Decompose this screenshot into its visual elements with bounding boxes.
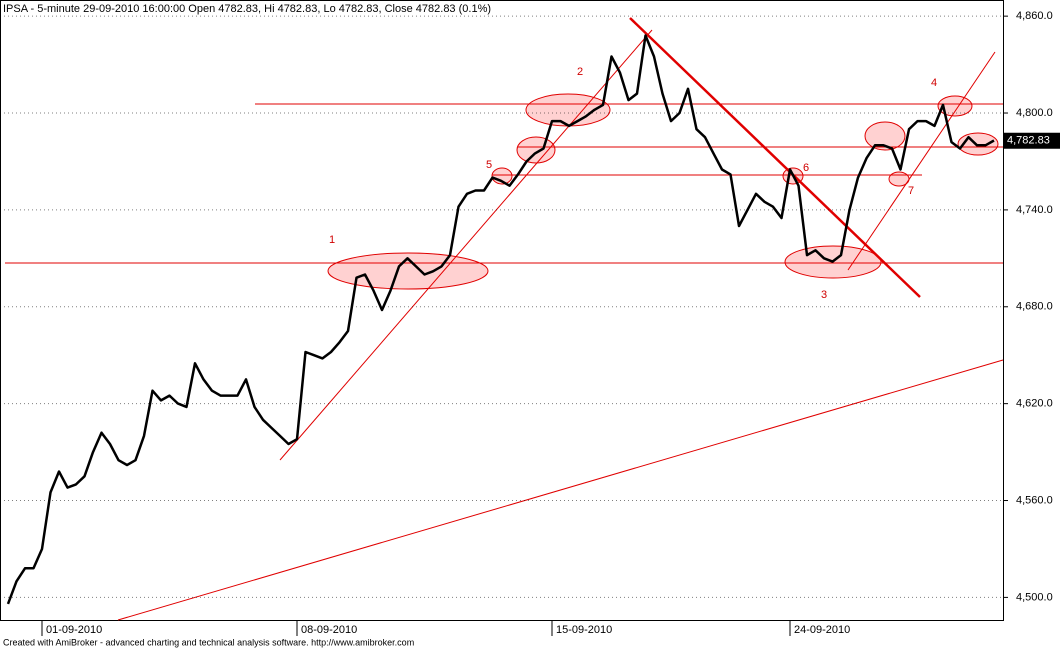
last-value-label: 4,782.83 [1007, 135, 1050, 147]
price-line [6, 34, 995, 605]
x-tick-label: 08-09-2010 [301, 624, 357, 636]
x-tick-label: 15-09-2010 [556, 624, 612, 636]
downtrend-line [629, 17, 921, 298]
plot-frame [0, 0, 1004, 621]
y-tick-label: 4,860.0 [1016, 10, 1053, 22]
trend-line [279, 29, 653, 461]
chart-title: IPSA - 5-minute 29-09-2010 16:00:00 Open… [3, 3, 491, 15]
annotation-label: 7 [908, 185, 914, 197]
long-trend-line [117, 359, 1004, 621]
y-tick-label: 4,740.0 [1016, 204, 1053, 216]
y-tick-label: 4,620.0 [1016, 398, 1053, 410]
highlight [937, 95, 973, 117]
trend-lines [5, 17, 1004, 621]
highlight [888, 171, 910, 187]
last-value-box [1004, 132, 1060, 149]
trend-line [847, 51, 996, 271]
highlight [516, 136, 556, 164]
annotation-label: 3 [821, 289, 827, 301]
highlight [864, 121, 906, 151]
highlight [525, 93, 611, 127]
y-tick-label: 4,680.0 [1016, 301, 1053, 313]
annotation-label: 6 [803, 162, 809, 174]
annotation-label: 2 [577, 66, 583, 78]
annotation-label: 5 [486, 159, 492, 171]
y-tick-label: 4,800.0 [1016, 107, 1053, 119]
y-tick-label: 4,500.0 [1016, 591, 1053, 603]
x-tick-label: 01-09-2010 [46, 624, 102, 636]
y-tick-label: 4,560.0 [1016, 494, 1053, 506]
annotation-label: 1 [329, 234, 335, 246]
x-tick-label: 24-09-2010 [794, 624, 850, 636]
annotation-label: 4 [931, 77, 937, 89]
footer: Created with AmiBroker - advanced charti… [3, 637, 414, 647]
